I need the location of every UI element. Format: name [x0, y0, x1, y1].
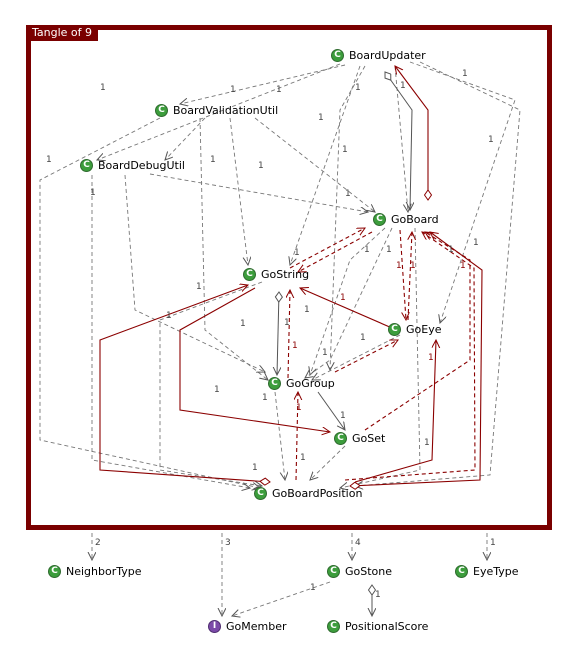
class-icon: C — [155, 104, 168, 117]
node-go-board[interactable]: C GoBoard — [373, 210, 439, 228]
interface-icon: I — [208, 620, 221, 633]
node-go-board-position[interactable]: C GoBoardPosition — [254, 484, 362, 502]
tangle-title: Tangle of 9 — [26, 25, 98, 41]
class-icon: C — [327, 620, 340, 633]
node-go-stone[interactable]: C GoStone — [327, 562, 392, 580]
node-neighbor-type[interactable]: C NeighborType — [48, 562, 142, 580]
count-eye-type: 1 — [490, 538, 496, 548]
class-icon: C — [80, 159, 93, 172]
node-label: PositionalScore — [345, 620, 428, 633]
class-icon: C — [327, 565, 340, 578]
node-board-debug-util[interactable]: C BoardDebugUtil — [80, 156, 185, 174]
node-go-eye[interactable]: C GoEye — [388, 320, 441, 338]
node-label: GoBoard — [391, 213, 439, 226]
count-go-stone: 4 — [355, 538, 361, 548]
node-label: GoBoardPosition — [272, 487, 362, 500]
class-icon: C — [268, 377, 281, 390]
class-icon: C — [331, 49, 344, 62]
node-label: EyeType — [473, 565, 519, 578]
mult-label: 1 — [310, 583, 316, 593]
node-label: BoardDebugUtil — [98, 159, 185, 172]
count-go-member: 3 — [225, 538, 231, 548]
node-label: GoEye — [406, 323, 441, 336]
node-label: BoardValidationUtil — [173, 104, 278, 117]
node-eye-type[interactable]: C EyeType — [455, 562, 519, 580]
node-label: GoString — [261, 268, 309, 281]
class-icon: C — [243, 268, 256, 281]
node-go-set[interactable]: C GoSet — [334, 429, 385, 447]
class-icon: C — [48, 565, 61, 578]
count-neighbor-type: 2 — [95, 538, 101, 548]
node-board-validation-util[interactable]: C BoardValidationUtil — [155, 101, 278, 119]
node-label: GoStone — [345, 565, 392, 578]
class-icon: C — [388, 323, 401, 336]
mult-label: 1 — [375, 590, 381, 600]
node-go-string[interactable]: C GoString — [243, 265, 309, 283]
node-positional-score[interactable]: C PositionalScore — [327, 617, 428, 635]
node-label: NeighborType — [66, 565, 142, 578]
node-board-updater[interactable]: C BoardUpdater — [331, 46, 426, 64]
node-go-member[interactable]: I GoMember — [208, 617, 287, 635]
class-icon: C — [334, 432, 347, 445]
class-icon: C — [373, 213, 386, 226]
class-icon: C — [455, 565, 468, 578]
node-label: GoGroup — [286, 377, 335, 390]
class-icon: C — [254, 487, 267, 500]
node-label: GoMember — [226, 620, 287, 633]
node-go-group[interactable]: C GoGroup — [268, 374, 335, 392]
node-label: BoardUpdater — [349, 49, 426, 62]
node-label: GoSet — [352, 432, 385, 445]
